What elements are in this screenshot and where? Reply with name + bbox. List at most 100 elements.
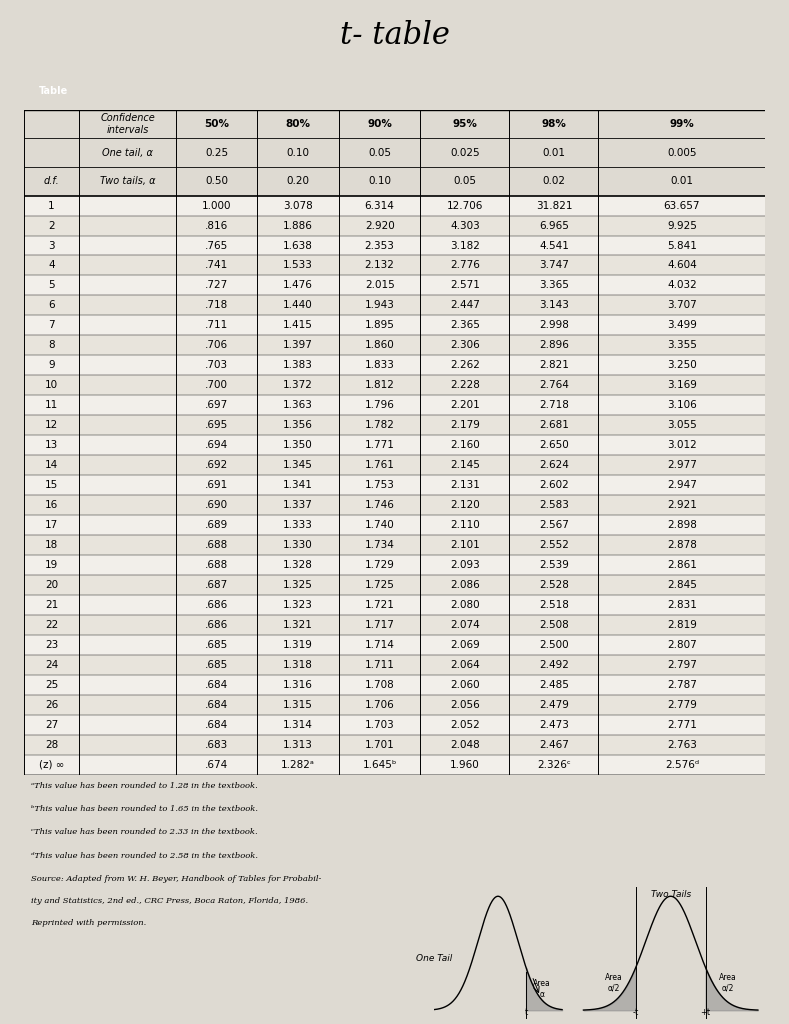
Text: 12.706: 12.706 bbox=[447, 201, 483, 211]
Text: 2.365: 2.365 bbox=[450, 321, 480, 331]
Text: 2.567: 2.567 bbox=[539, 520, 569, 530]
Text: -t: -t bbox=[633, 1009, 639, 1018]
Text: ᵃThis value has been rounded to 1.28 in the textbook.: ᵃThis value has been rounded to 1.28 in … bbox=[31, 782, 258, 790]
Text: 18: 18 bbox=[45, 540, 58, 550]
Text: 2.508: 2.508 bbox=[539, 620, 569, 630]
Text: 31.821: 31.821 bbox=[536, 201, 572, 211]
Text: 9.925: 9.925 bbox=[667, 220, 697, 230]
Text: 3.078: 3.078 bbox=[283, 201, 313, 211]
Text: 2.160: 2.160 bbox=[450, 440, 480, 451]
Text: 24: 24 bbox=[45, 659, 58, 670]
Text: Area
α: Area α bbox=[533, 980, 551, 998]
Text: 2.602: 2.602 bbox=[539, 480, 569, 490]
Text: 1.313: 1.313 bbox=[283, 739, 313, 750]
Text: 2.518: 2.518 bbox=[539, 600, 569, 610]
Bar bbox=[24, 475, 765, 496]
Text: 2.977: 2.977 bbox=[667, 460, 697, 470]
Text: 2.624: 2.624 bbox=[539, 460, 569, 470]
Text: 2.571: 2.571 bbox=[450, 281, 480, 291]
Text: 1.415: 1.415 bbox=[283, 321, 313, 331]
Text: 1.638: 1.638 bbox=[283, 241, 313, 251]
Text: 3.355: 3.355 bbox=[667, 340, 697, 350]
Text: 3.012: 3.012 bbox=[667, 440, 697, 451]
Text: 50%: 50% bbox=[204, 119, 229, 129]
Text: 2.080: 2.080 bbox=[451, 600, 480, 610]
Text: 4.303: 4.303 bbox=[450, 220, 480, 230]
Text: Two tails, α: Two tails, α bbox=[99, 176, 155, 186]
Text: ity and Statistics, 2nd ed., CRC Press, Boca Raton, Florida, 1986.: ity and Statistics, 2nd ed., CRC Press, … bbox=[31, 897, 308, 905]
Text: 3.250: 3.250 bbox=[667, 360, 697, 371]
Text: 1.714: 1.714 bbox=[365, 640, 394, 650]
Text: 13: 13 bbox=[45, 440, 58, 451]
Text: 2.110: 2.110 bbox=[450, 520, 480, 530]
Bar bbox=[24, 295, 765, 315]
Text: 3.365: 3.365 bbox=[539, 281, 569, 291]
Bar bbox=[24, 694, 765, 715]
Bar bbox=[24, 456, 765, 475]
Text: 0.20: 0.20 bbox=[286, 176, 309, 186]
Text: 2.101: 2.101 bbox=[450, 540, 480, 550]
Text: 1.703: 1.703 bbox=[365, 720, 394, 730]
Text: 1.337: 1.337 bbox=[283, 500, 313, 510]
Text: 2.681: 2.681 bbox=[539, 420, 569, 430]
Text: 2.650: 2.650 bbox=[539, 440, 569, 451]
Text: .674: .674 bbox=[205, 760, 228, 770]
Text: 1.383: 1.383 bbox=[283, 360, 313, 371]
Text: 1.282ᵃ: 1.282ᵃ bbox=[281, 760, 315, 770]
Text: 2.787: 2.787 bbox=[667, 680, 697, 690]
Text: 2.878: 2.878 bbox=[667, 540, 697, 550]
Text: 2.060: 2.060 bbox=[451, 680, 480, 690]
Text: 1.330: 1.330 bbox=[283, 540, 313, 550]
Text: 2.048: 2.048 bbox=[450, 739, 480, 750]
Text: 2.262: 2.262 bbox=[450, 360, 480, 371]
Text: 2.132: 2.132 bbox=[365, 260, 394, 270]
Text: 2.831: 2.831 bbox=[667, 600, 697, 610]
Text: 3.182: 3.182 bbox=[450, 241, 480, 251]
Text: Source: Adapted from W. H. Beyer, Handbook of Tables for Probabil-: Source: Adapted from W. H. Beyer, Handbo… bbox=[31, 874, 321, 883]
Text: 9: 9 bbox=[48, 360, 54, 371]
Text: .691: .691 bbox=[205, 480, 228, 490]
Text: 1.771: 1.771 bbox=[365, 440, 394, 451]
Text: 3: 3 bbox=[48, 241, 54, 251]
Text: 2.015: 2.015 bbox=[365, 281, 394, 291]
Text: 2.528: 2.528 bbox=[539, 580, 569, 590]
Bar bbox=[24, 535, 765, 555]
Text: 6: 6 bbox=[48, 300, 54, 310]
Text: 1.333: 1.333 bbox=[283, 520, 313, 530]
Text: 0.01: 0.01 bbox=[671, 176, 694, 186]
Text: .686: .686 bbox=[205, 620, 228, 630]
Text: 2.131: 2.131 bbox=[450, 480, 480, 490]
Text: 2.500: 2.500 bbox=[539, 640, 569, 650]
Text: 2.998: 2.998 bbox=[539, 321, 569, 331]
Text: 0.10: 0.10 bbox=[286, 147, 309, 158]
Text: 27: 27 bbox=[45, 720, 58, 730]
Text: 3.169: 3.169 bbox=[667, 380, 697, 390]
Text: 4.541: 4.541 bbox=[539, 241, 569, 251]
Text: One tail, α: One tail, α bbox=[102, 147, 153, 158]
Bar bbox=[24, 275, 765, 295]
Text: 2.326ᶜ: 2.326ᶜ bbox=[537, 760, 570, 770]
Text: 90%: 90% bbox=[367, 119, 392, 129]
Bar bbox=[24, 595, 765, 614]
Text: 2.771: 2.771 bbox=[667, 720, 697, 730]
Text: 1.833: 1.833 bbox=[365, 360, 394, 371]
Text: 1.708: 1.708 bbox=[365, 680, 394, 690]
Bar bbox=[24, 675, 765, 694]
Text: d.f.: d.f. bbox=[43, 176, 59, 186]
Text: .741: .741 bbox=[205, 260, 228, 270]
Text: 15: 15 bbox=[45, 480, 58, 490]
Text: 1.318: 1.318 bbox=[283, 659, 313, 670]
Text: 4.032: 4.032 bbox=[667, 281, 697, 291]
Text: 3.499: 3.499 bbox=[667, 321, 697, 331]
Text: 0.005: 0.005 bbox=[667, 147, 697, 158]
Bar bbox=[24, 515, 765, 535]
Text: .694: .694 bbox=[205, 440, 228, 451]
Text: t: t bbox=[525, 1009, 528, 1018]
Text: 1.000: 1.000 bbox=[202, 201, 231, 211]
Bar bbox=[24, 555, 765, 575]
Text: 2.819: 2.819 bbox=[667, 620, 697, 630]
Text: 1: 1 bbox=[48, 201, 54, 211]
Bar bbox=[24, 236, 765, 255]
Text: 2: 2 bbox=[48, 220, 54, 230]
Text: 2.069: 2.069 bbox=[450, 640, 480, 650]
